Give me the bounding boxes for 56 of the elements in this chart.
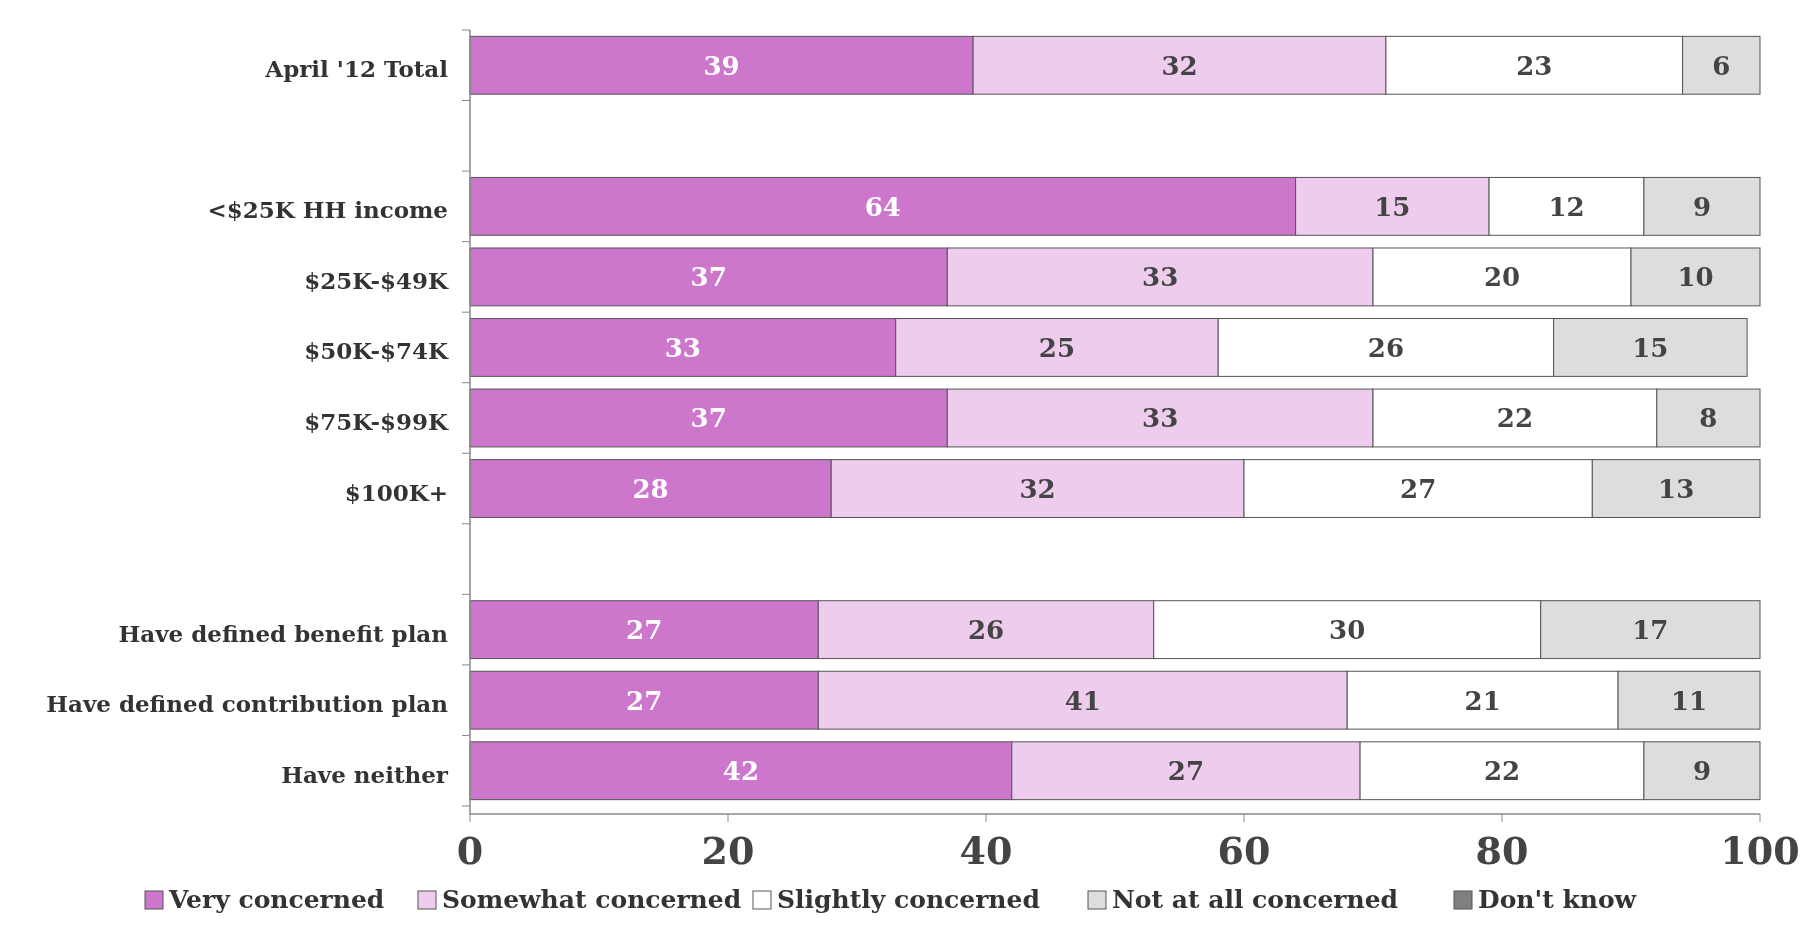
- y-tick-label: $50K-$74K: [304, 337, 450, 365]
- x-tick-label: 80: [1475, 828, 1529, 873]
- data-label: 23: [1516, 50, 1553, 81]
- data-label: 6: [1712, 50, 1731, 81]
- data-label: 39: [703, 50, 740, 81]
- y-tick-label: April '12 Total: [264, 55, 449, 83]
- data-label: 9: [1692, 756, 1711, 787]
- y-tick-label: <$25K HH income: [207, 196, 448, 224]
- data-label: 33: [664, 332, 701, 363]
- y-tick-label: $75K-$99K: [304, 408, 450, 435]
- y-tick-label: $100K+: [344, 478, 448, 506]
- data-label: 8: [1699, 403, 1718, 434]
- data-label: 33: [1142, 262, 1179, 293]
- data-label: 27: [626, 615, 663, 645]
- data-label: 21: [1464, 685, 1501, 716]
- data-label: 22: [1483, 756, 1521, 787]
- legend-label: Slightly concerned: [777, 885, 1040, 914]
- data-label: 27: [626, 685, 663, 716]
- x-tick-label: 0: [456, 828, 484, 873]
- data-label: 22: [1496, 403, 1533, 434]
- y-tick-label: Have defined contribution plan: [46, 690, 449, 718]
- data-label: 10: [1677, 262, 1714, 293]
- data-label: 17: [1632, 615, 1669, 645]
- data-label: 37: [690, 262, 727, 293]
- data-label: 27: [1167, 756, 1205, 787]
- x-tick-label: 60: [1217, 828, 1271, 873]
- data-label: 32: [1019, 473, 1056, 504]
- data-label: 28: [632, 473, 669, 504]
- data-label: 42: [722, 756, 759, 787]
- data-label: 13: [1658, 473, 1695, 504]
- data-label: 9: [1692, 191, 1711, 222]
- legend-label: Not at all concerned: [1112, 885, 1399, 914]
- data-label: 11: [1670, 685, 1708, 716]
- y-tick-label: Have neither: [281, 760, 449, 788]
- x-tick-label: 100: [1720, 828, 1800, 873]
- legend-label: Very concerned: [168, 885, 385, 914]
- data-label: 15: [1632, 332, 1669, 363]
- data-label: 41: [1064, 685, 1101, 716]
- data-label: 33: [1142, 403, 1179, 434]
- data-label: 26: [967, 615, 1005, 645]
- y-tick-label: $25K-$49K: [304, 266, 450, 294]
- y-tick-label: Have defined benefit plan: [118, 619, 449, 647]
- data-label: 30: [1329, 615, 1366, 645]
- data-label: 25: [1038, 332, 1076, 363]
- data-label: 37: [690, 403, 727, 434]
- data-label: 15: [1374, 191, 1411, 222]
- legend-label: Don't know: [1478, 885, 1638, 914]
- data-label: 20: [1483, 262, 1521, 293]
- data-label: 12: [1548, 191, 1585, 222]
- x-tick-label: 40: [959, 828, 1013, 873]
- data-label: 32: [1161, 50, 1198, 81]
- legend-label: Somewhat concerned: [442, 885, 742, 914]
- data-label: 26: [1367, 332, 1404, 363]
- data-label: 27: [1400, 473, 1437, 504]
- x-tick-label: 20: [701, 828, 755, 873]
- data-label: 64: [864, 191, 901, 222]
